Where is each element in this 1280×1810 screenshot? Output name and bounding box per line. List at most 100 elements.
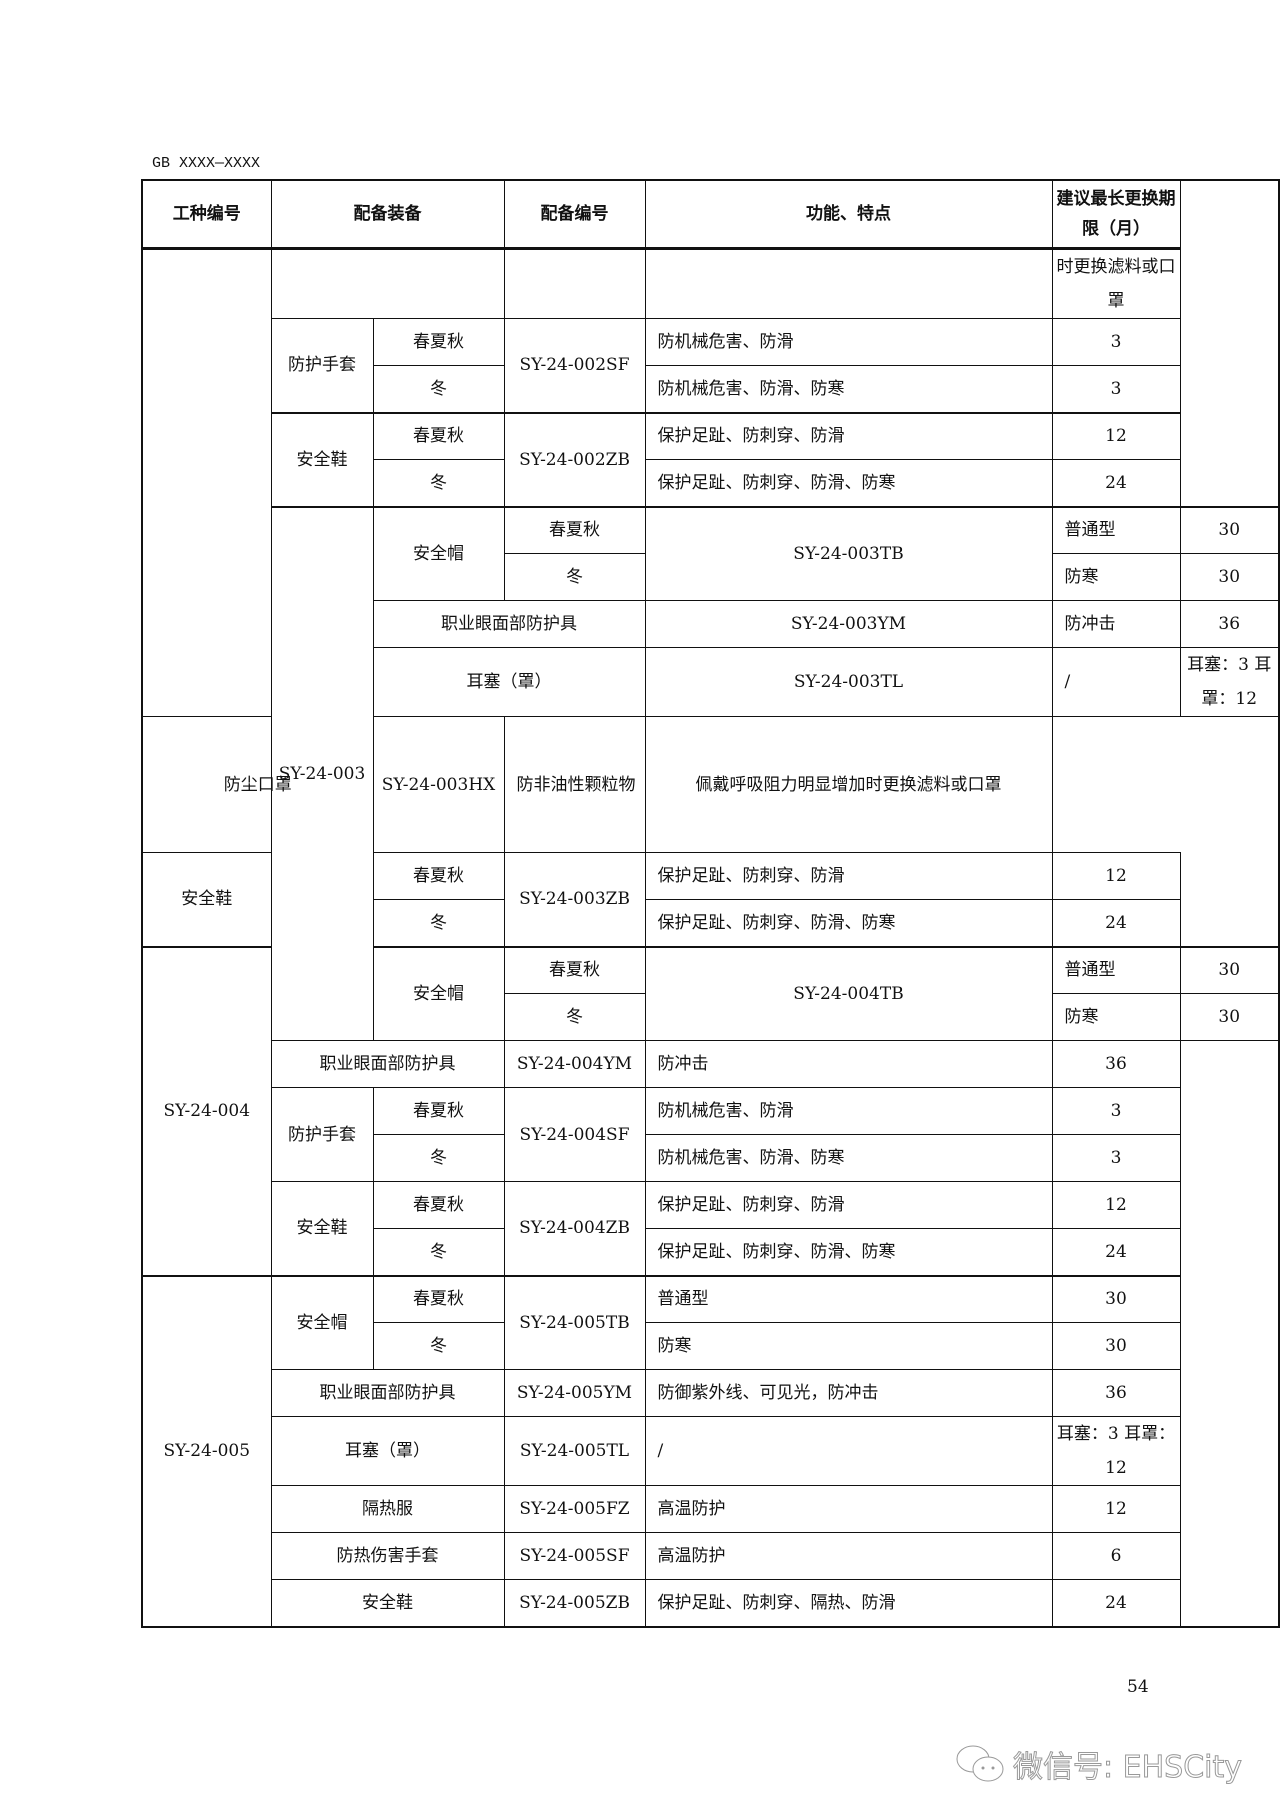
table-cell: 24 (1051, 899, 1181, 947)
table-cell: SY-24-005TL (503, 1416, 646, 1486)
table-row: 时更换滤料或口罩 (141, 247, 1279, 717)
table-cell: 12 (1051, 1485, 1181, 1533)
table-cell: / (644, 1416, 1053, 1486)
table-cell: 防热伤害手套 (270, 1532, 505, 1580)
watermark: 微信号: EHSCity (955, 1742, 1243, 1786)
table-row: 防尘口罩 SY-24-003HX 防非油性颗粒物 佩戴呼吸阻力明显增加时更换滤料或口罩 (141, 716, 1279, 853)
table-cell: SY-24-005YM (503, 1369, 646, 1417)
table-row: 冬 防寒 30 (142, 1322, 1279, 1370)
column-header: 工种编号 (141, 179, 272, 250)
table-cell: 30 (1179, 945, 1280, 994)
table-cell: / (1051, 647, 1181, 717)
table-cell: 保护足趾、防刺穿、防滑 (644, 1181, 1053, 1229)
table-row: 安全鞋 春夏秋 SY-24-004ZB 保护足趾、防刺穿、防滑 12 (142, 1181, 1279, 1276)
table-cell: SY-24-003HX (372, 716, 505, 853)
table-cell: 耳塞：3 耳罩：12 (1051, 1416, 1181, 1486)
table-cell: 耳塞（罩） (372, 647, 646, 717)
table-cell: SY-24-004SF (503, 1087, 646, 1182)
table-cell: 冬 (372, 1228, 505, 1276)
table-cell: 高温防护 (644, 1485, 1053, 1533)
table-cell: 30 (1179, 553, 1280, 601)
table-cell: 36 (1179, 600, 1280, 648)
table-row: 防护手套 春夏秋 SY-24-004SF 防机械危害、防滑 3 (142, 1087, 1279, 1182)
table-cell: 春夏秋 (372, 411, 505, 460)
column-header: 建议最长更换期限（月） (1051, 179, 1181, 250)
table-cell: 冬 (372, 459, 505, 507)
table-cell: 冬 (503, 553, 646, 601)
table-cell: 耳塞（罩） (270, 1416, 505, 1486)
table-cell: 防寒 (1051, 553, 1181, 601)
table-row: 职业眼面部防护具 SY-24-005YM 防御紫外线、可见光，防冲击 36 (142, 1369, 1279, 1417)
table-cell: SY-24-003TL (644, 647, 1053, 717)
table-cell: 安全帽 (270, 1274, 374, 1370)
table-cell: 佩戴呼吸阻力明显增加时更换滤料或口罩 (644, 716, 1053, 853)
table-cell: 36 (1051, 1040, 1181, 1088)
table-cell: 防机械危害、防滑 (644, 1087, 1053, 1135)
table-cell: 保护足趾、防刺穿、防滑 (644, 411, 1053, 460)
table-cell (503, 247, 646, 319)
table-cell: 冬 (372, 1134, 505, 1182)
table-row: 冬 防寒 30 (142, 993, 1280, 1041)
table-cell: 职业眼面部防护具 (270, 1369, 505, 1417)
table-cell: SY-24-004 (141, 945, 272, 1276)
table-row: 隔热服 SY-24-005FZ 高温防护 12 (142, 1485, 1279, 1533)
table-row: SY-24-005 安全帽 春夏秋 SY-24-005TB 普通型 30 (141, 1274, 1279, 1627)
table-cell: 24 (1051, 1228, 1181, 1276)
table-cell (270, 247, 505, 319)
table-cell: 安全鞋 (270, 1181, 374, 1276)
table-row: 职业眼面部防护具 SY-24-004YM 防冲击 36 (142, 1040, 1279, 1088)
table-cell: 高温防护 (644, 1532, 1053, 1580)
table-cell: 保护足趾、防刺穿、隔热、防滑 (644, 1579, 1053, 1627)
table-cell (141, 247, 272, 717)
table-header-row: 工种编号 配备装备 配备编号 功能、特点 建议最长更换期限（月） (141, 179, 1279, 250)
table-cell: SY-24-003TB (644, 505, 1053, 601)
table-cell: 防冲击 (644, 1040, 1053, 1088)
table-cell: 职业眼面部防护具 (270, 1040, 505, 1088)
table-cell: 春夏秋 (372, 1087, 505, 1135)
table-cell: SY-24-004TB (644, 945, 1053, 1041)
table-cell: 12 (1051, 1181, 1181, 1229)
table-cell: 防护手套 (270, 1087, 374, 1182)
table-cell: 保护足趾、防刺穿、防滑、防寒 (644, 899, 1053, 947)
table-cell: SY-24-004YM (503, 1040, 646, 1088)
table-cell: 春夏秋 (372, 1274, 505, 1323)
table-cell: SY-24-005ZB (503, 1579, 646, 1627)
table-cell: SY-24-004ZB (503, 1181, 646, 1276)
table-cell (644, 247, 1053, 319)
table-cell: 保护足趾、防刺穿、防滑、防寒 (644, 459, 1053, 507)
column-header: 功能、特点 (644, 179, 1053, 250)
table-cell: 3 (1051, 1134, 1181, 1182)
table-cell: 冬 (503, 993, 646, 1041)
table-row: 防热伤害手套 SY-24-005SF 高温防护 6 (142, 1532, 1279, 1580)
table-cell: 春夏秋 (372, 1181, 505, 1229)
table-cell: 安全帽 (372, 505, 505, 601)
table-cell: 防非油性颗粒物 (503, 716, 646, 853)
table-cell: 6 (1051, 1532, 1181, 1580)
table-row: 职业眼面部防护具 SY-24-003YM 防冲击 36 (142, 600, 1280, 648)
table-cell: 防御紫外线、可见光，防冲击 (644, 1369, 1053, 1417)
table-row: 冬 防寒 30 (142, 553, 1280, 601)
equipment-table: 工种编号 配备装备 配备编号 功能、特点 建议最长更换期限（月） 时更换滤料或口… (141, 179, 1280, 1628)
table-cell: 职业眼面部防护具 (372, 600, 646, 648)
table-cell: SY-24-003YM (644, 600, 1053, 648)
table-cell: 冬 (372, 365, 505, 413)
table-cell: 防机械危害、防滑、防寒 (644, 365, 1053, 413)
table-cell: 时更换滤料或口罩 (1051, 247, 1181, 319)
table-cell: 普通型 (1051, 505, 1181, 554)
table-cell: 安全鞋 (270, 411, 374, 507)
table-cell: 普通型 (644, 1274, 1053, 1323)
table-cell: SY-24-005SF (503, 1532, 646, 1580)
table-cell: 12 (1051, 852, 1181, 900)
table-cell: 春夏秋 (503, 505, 646, 554)
table-cell: 安全帽 (372, 945, 505, 1041)
table-cell: 12 (1051, 411, 1181, 460)
table-cell: SY-24-003ZB (503, 852, 646, 947)
table-row: 冬 保护足趾、防刺穿、防滑、防寒 24 (142, 899, 1279, 947)
table-cell: 春夏秋 (372, 318, 505, 366)
table-cell: 24 (1051, 1579, 1181, 1627)
table-cell: 防机械危害、防滑、防寒 (644, 1134, 1053, 1182)
table-row: 冬 保护足趾、防刺穿、防滑、防寒 24 (142, 1228, 1279, 1276)
table-row: 安全鞋 春夏秋 SY-24-002ZB 保护足趾、防刺穿、防滑 12 (142, 411, 1279, 507)
table-cell: 24 (1051, 459, 1181, 507)
table-cell: 防寒 (644, 1322, 1053, 1370)
